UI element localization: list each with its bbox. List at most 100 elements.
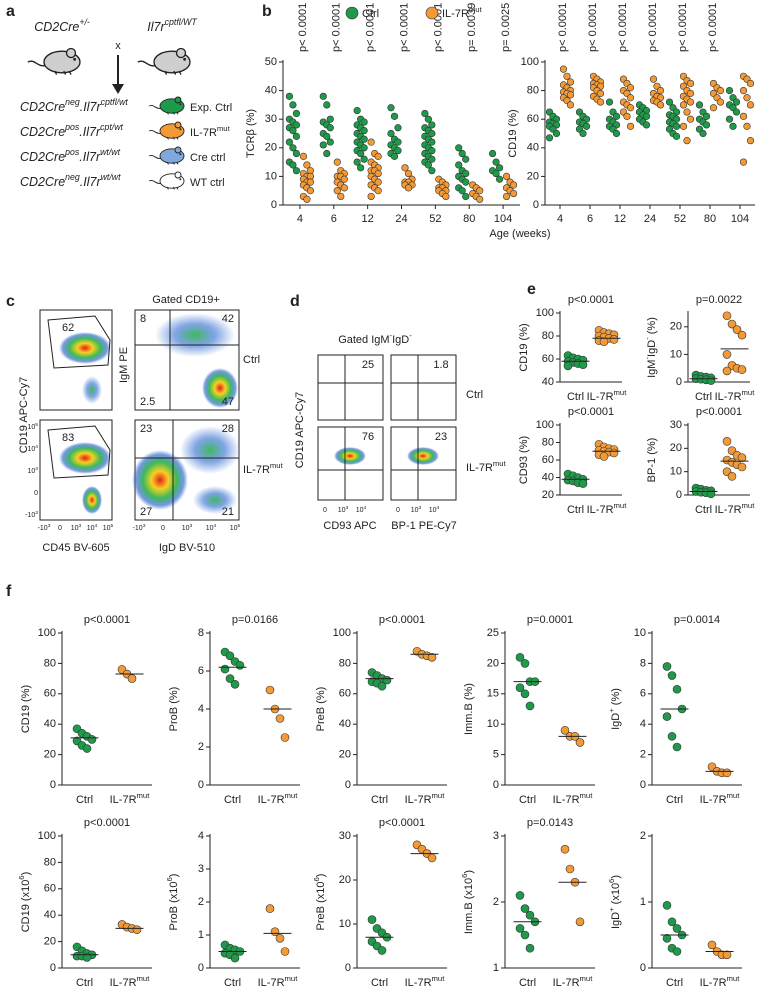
axis-label: CD93 APC xyxy=(323,520,376,532)
text-part: IL-7R xyxy=(553,794,580,806)
data-point xyxy=(275,714,285,723)
p-value: p=0.0001 xyxy=(527,614,573,626)
data-point xyxy=(686,115,695,123)
text-part: 10 xyxy=(356,507,364,514)
text-part: - xyxy=(643,337,652,340)
data-point xyxy=(722,350,732,359)
y-tick-label: 60 xyxy=(339,688,351,700)
mouse-icon xyxy=(148,146,185,165)
y-tick-label: 100 xyxy=(38,627,56,639)
text-part: mut xyxy=(727,974,741,983)
axis-tick-label: 104 xyxy=(87,523,98,532)
density xyxy=(132,450,188,510)
mouse-icon xyxy=(27,47,81,75)
text-part: cptfl/wt xyxy=(101,97,129,107)
y-tick-label: 2 xyxy=(198,741,204,753)
text-part: IL-7R xyxy=(715,504,742,516)
text-part: neg xyxy=(65,97,80,107)
text-part: IgD xyxy=(610,713,622,730)
y-tick-label: 20 xyxy=(265,142,277,154)
text-part: 6 xyxy=(165,877,174,881)
panel-letter: f xyxy=(6,583,12,600)
genotype: CD2Creneg.Il7rwt/wt xyxy=(20,172,121,189)
density xyxy=(155,313,235,357)
y-tick-label: 100 xyxy=(536,307,554,319)
text-part: 6 xyxy=(312,877,321,881)
text-part: Ctrl xyxy=(76,977,93,989)
data-point xyxy=(502,192,511,201)
flow-plot xyxy=(390,354,457,421)
text-part: 10 xyxy=(103,525,111,532)
mouse-ear xyxy=(175,47,187,59)
mouse-foot xyxy=(176,161,179,165)
text-part: IL-7R xyxy=(110,794,137,806)
text-part: 10 xyxy=(27,468,35,475)
data-point xyxy=(509,189,518,198)
text-part: mut xyxy=(217,124,231,133)
quadrant-percent: 76 xyxy=(362,431,374,443)
text-part: ) xyxy=(168,874,180,878)
data-point xyxy=(662,712,672,721)
text-part: mut xyxy=(469,5,483,14)
text-part: Ctrl xyxy=(519,794,536,806)
data-point xyxy=(743,122,751,130)
x-tick-label: Ctrl xyxy=(519,977,536,989)
p-value: p< 0.0001 xyxy=(398,3,410,52)
y-axis-label: IgD+ (%) xyxy=(607,688,622,730)
text-part: mut xyxy=(285,791,299,800)
mouse-tail xyxy=(148,130,162,134)
y-tick-label: 100 xyxy=(333,627,351,639)
text-part: 10 xyxy=(338,507,346,514)
data-point xyxy=(360,118,368,126)
y-tick-label: 10 xyxy=(634,627,646,639)
density xyxy=(202,368,238,408)
x-tick-label: 6 xyxy=(331,213,337,225)
data-point xyxy=(672,132,681,140)
y-tick-label: 4 xyxy=(198,703,204,715)
data-point xyxy=(127,674,137,683)
p-value: p< 0.0001 xyxy=(331,3,343,52)
data-point xyxy=(390,152,399,160)
axis-tick-label: 103 xyxy=(27,466,38,475)
axis-tick-label: 104 xyxy=(27,444,38,453)
y-axis-label: CD93 (%) xyxy=(518,436,530,484)
data-point xyxy=(515,653,525,662)
y-tick-label: 40 xyxy=(265,85,277,97)
mouse-foot xyxy=(164,70,168,75)
data-point xyxy=(306,178,315,186)
text-part: 5 xyxy=(35,422,38,428)
text-part: CD19 (x10 xyxy=(20,880,32,933)
text-part: 5 xyxy=(111,523,114,529)
y-axis-label: TCRβ (%) xyxy=(245,109,257,158)
text-part: .Il7r xyxy=(80,100,102,114)
mouse-tail xyxy=(148,155,162,159)
y-tick-label: 20 xyxy=(44,749,56,761)
data-point xyxy=(702,112,711,120)
text-part: IL-7R xyxy=(587,504,614,516)
text-part: 10 xyxy=(230,525,238,532)
data-point xyxy=(132,925,142,935)
x-tick-label: 52 xyxy=(429,213,441,225)
p-value: p<0.0001 xyxy=(568,294,614,306)
data-point xyxy=(275,933,285,943)
data-point xyxy=(575,917,585,927)
text-part: mut xyxy=(285,974,299,983)
mouse-tail xyxy=(148,105,162,109)
text-part: 6 xyxy=(460,874,469,878)
x-tick-label: IL-7Rmut xyxy=(715,501,756,516)
axis-label: IgD BV-510 xyxy=(159,542,215,554)
data-point xyxy=(462,155,470,163)
text-part: IL-7R xyxy=(258,977,285,989)
parent-genotype: Il7rcptfl/WT xyxy=(147,17,197,34)
y-tick-label: 0 xyxy=(198,779,204,791)
data-point xyxy=(737,453,747,462)
mouse-ear xyxy=(174,96,182,104)
text-part: Ctrl xyxy=(519,977,536,989)
text-part: + xyxy=(607,907,616,912)
axis-tick-label: 103 xyxy=(182,523,193,532)
data-point xyxy=(280,947,290,956)
text-part: IL-7R xyxy=(258,794,285,806)
axis-tick-label: 104 xyxy=(356,505,367,514)
text-part: PreB (x10 xyxy=(315,882,327,931)
data-point xyxy=(575,738,585,747)
